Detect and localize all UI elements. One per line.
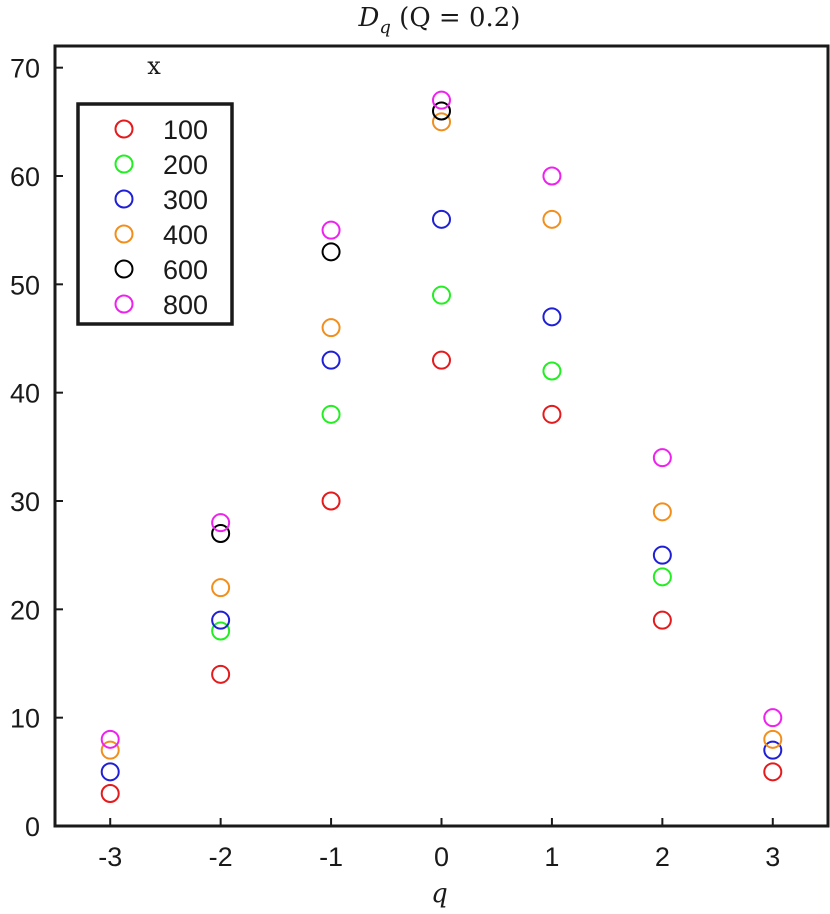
data-point-400: [432, 112, 451, 132]
data-point-200: [542, 361, 562, 381]
data-point-600: [432, 101, 451, 121]
data-point-600: [321, 242, 341, 262]
data-point-200: [432, 285, 451, 305]
x-tick-label: -2: [209, 842, 233, 872]
data-point-100: [652, 610, 672, 630]
data-point-800: [321, 220, 341, 240]
data-point-600: [211, 524, 231, 543]
legend-box: [76, 102, 234, 326]
chart-title-rest: (Q = 0.2): [391, 3, 521, 33]
y-tick-label: 10: [10, 704, 40, 734]
data-point-300: [100, 762, 120, 782]
legend-marker: [114, 224, 134, 244]
data-point-300: [211, 610, 231, 630]
legend-marker: [114, 119, 134, 139]
data-point-800: [100, 729, 120, 749]
data-point-100: [432, 350, 451, 370]
legend-label: 100: [163, 115, 208, 145]
data-point-100: [100, 784, 120, 803]
legend-marker: [114, 259, 134, 279]
data-point-400: [100, 740, 120, 760]
data-point-200: [321, 404, 341, 424]
x-tick-label: -1: [319, 842, 343, 872]
plot-area-frame: [53, 44, 830, 828]
y-tick-label: 20: [10, 595, 40, 625]
legend-marker: [114, 294, 134, 314]
x-tick-label: 2: [655, 842, 670, 872]
x-tick-label: -3: [98, 842, 122, 872]
data-point-400: [763, 729, 783, 749]
y-tick-label: 70: [10, 54, 40, 84]
legend-label: 300: [163, 185, 208, 215]
y-tick-label: 50: [10, 270, 40, 300]
data-point-300: [652, 545, 672, 565]
data-point-200: [652, 567, 672, 587]
data-point-400: [321, 318, 341, 338]
data-point-300: [432, 209, 451, 229]
legend-label: 800: [163, 290, 208, 320]
y-tick-label: 40: [10, 379, 40, 409]
data-point-300: [542, 307, 562, 327]
data-point-100: [763, 762, 783, 782]
x-tick-label: 1: [544, 842, 559, 872]
y-tick-label: 60: [10, 162, 40, 192]
data-point-800: [763, 708, 783, 728]
data-point-800: [652, 448, 672, 468]
data-point-100: [321, 491, 341, 511]
data-point-800: [542, 166, 562, 186]
data-point-300: [321, 350, 341, 370]
data-point-400: [542, 209, 562, 229]
y-tick-label: 0: [25, 812, 40, 842]
data-points: [100, 90, 783, 803]
x-tick-label: 3: [765, 842, 780, 872]
legend-marker: [114, 154, 134, 174]
legend: x 100 200 300 400 600 800: [76, 52, 234, 326]
y-tick-label: 30: [10, 487, 40, 517]
legend-marker: [114, 189, 134, 209]
chart-title-subscript: q: [379, 17, 391, 38]
data-point-400: [652, 502, 672, 522]
chart-title: Dq (Q = 0.2): [358, 3, 521, 38]
legend-label: 400: [163, 220, 208, 250]
data-point-800: [211, 513, 231, 533]
data-point-200: [211, 621, 231, 641]
data-point-100: [211, 664, 231, 684]
legend-label: 200: [163, 150, 208, 180]
data-point-100: [542, 404, 562, 424]
data-point-400: [211, 578, 231, 598]
data-point-800: [432, 90, 451, 110]
x-axis-ticks: -3 -2 -1 0 1 2 3: [98, 818, 780, 872]
legend-label: 600: [163, 255, 208, 285]
data-point-300: [763, 740, 783, 760]
x-axis-label: q: [431, 879, 448, 909]
chart-title-main: D: [358, 3, 380, 33]
x-tick-label: 0: [434, 842, 449, 872]
legend-title: x: [147, 52, 161, 80]
